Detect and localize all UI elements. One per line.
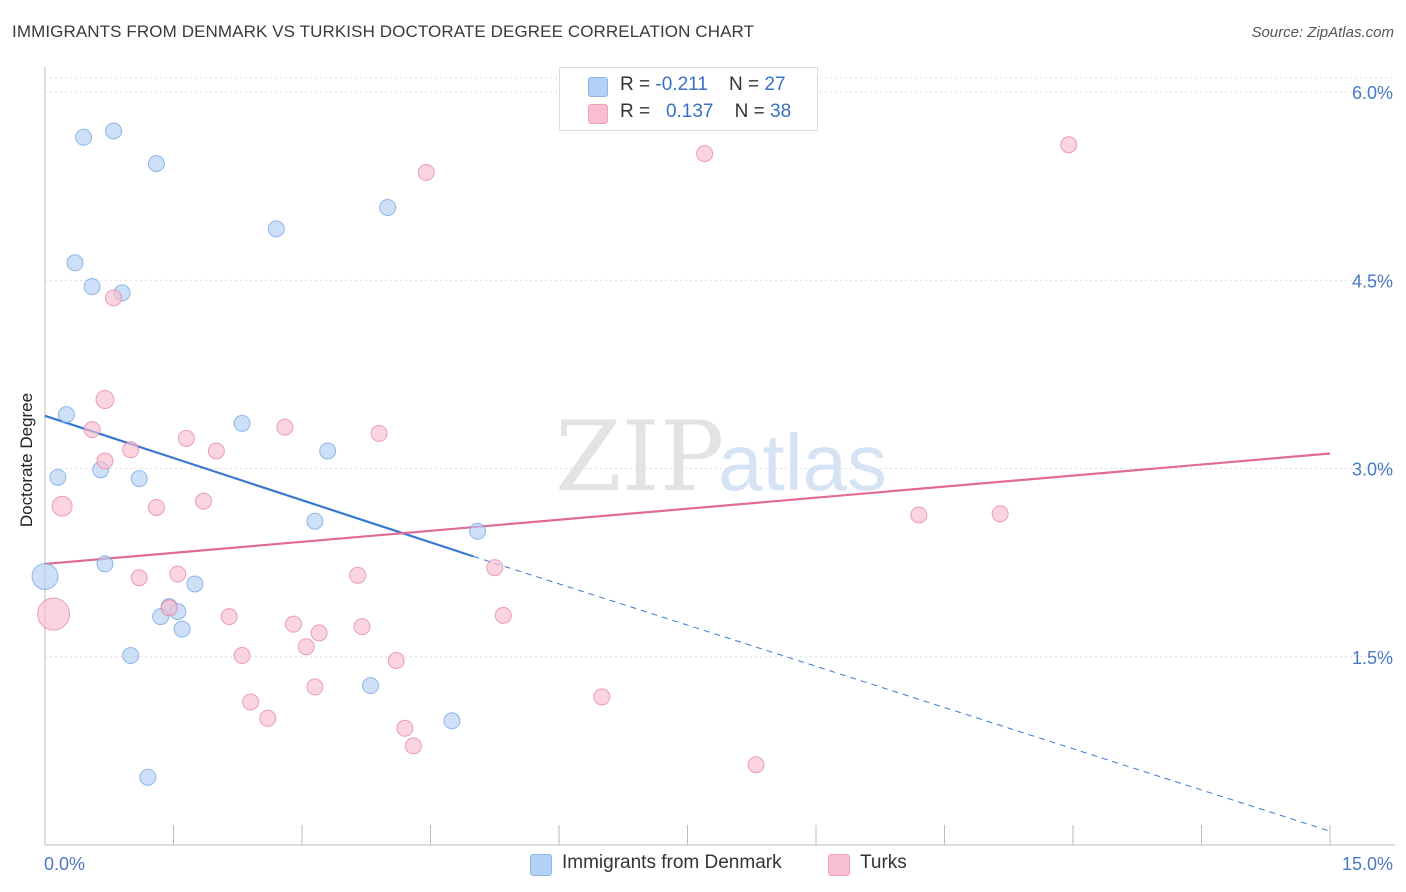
stats-legend: R = -0.211 N = 27 R = 0.137 N = 38 [559, 67, 818, 131]
point-turks [130, 569, 148, 587]
point-turks [220, 608, 238, 626]
bottom-legend-swatch-denmark [530, 854, 552, 876]
point-denmark [66, 254, 84, 272]
point-turks [297, 638, 315, 656]
point-turks [991, 505, 1009, 523]
point-turks [387, 652, 405, 670]
point-turks [396, 719, 414, 737]
point-turks [349, 566, 367, 584]
watermark: ZIP atlas [555, 401, 887, 513]
point-denmark [96, 555, 114, 573]
point-turks [276, 418, 294, 436]
trend-line-denmark-extension [473, 555, 1331, 832]
bottom-legend-label-turks: Turks [860, 852, 907, 873]
point-turks [310, 624, 328, 642]
y-tick-label: 4.5% [1352, 271, 1393, 291]
tick-labels: 1.5% 3.0% 4.5% 6.0% 0.0% 15.0% [44, 83, 1393, 874]
axes [44, 67, 1395, 846]
point-denmark [173, 620, 191, 638]
point-denmark [139, 768, 157, 786]
legend-n-label: N = [734, 101, 765, 122]
legend-swatch-denmark [588, 77, 608, 97]
point-turks [486, 559, 504, 577]
trend-line-denmark [44, 414, 474, 558]
point-turks [306, 678, 324, 696]
point-denmark [233, 414, 251, 432]
bottom-legend-label-denmark: Immigrants from Denmark [562, 852, 782, 873]
point-turks [417, 163, 435, 181]
point-turks [747, 756, 765, 774]
point-turks [147, 498, 165, 516]
point-turks [207, 442, 225, 460]
point-turks [160, 599, 178, 617]
point-turks [96, 452, 114, 470]
point-denmark [105, 122, 123, 140]
legend-n-value: 38 [770, 101, 792, 122]
point-turks [242, 693, 260, 711]
point-turks [177, 429, 195, 447]
point-denmark [49, 468, 67, 486]
point-turks [696, 145, 714, 163]
watermark-atlas: atlas [718, 418, 887, 507]
point-denmark [147, 155, 165, 173]
point-denmark [83, 278, 101, 296]
point-turks [404, 737, 422, 755]
point-turks [910, 506, 928, 524]
trend-line-turks [44, 452, 1331, 566]
point-denmark [122, 647, 140, 665]
point-denmark [362, 677, 380, 695]
legend-r-value: -0.211 [655, 74, 708, 95]
point-denmark [31, 562, 59, 590]
x-tick-label: 0.0% [44, 854, 85, 874]
point-turks [194, 492, 212, 510]
legend-r-label: R = [620, 101, 651, 122]
point-turks [95, 390, 115, 410]
point-turks [370, 424, 388, 442]
point-denmark [267, 220, 285, 238]
data-points [31, 122, 1078, 786]
point-denmark [469, 522, 487, 540]
point-turks [494, 606, 512, 624]
point-turks [259, 709, 277, 727]
y-tick-label: 1.5% [1352, 648, 1393, 668]
legend-n-label: N = [728, 74, 760, 95]
y-tick-label: 6.0% [1352, 83, 1393, 103]
watermark-zip: ZIP [555, 401, 724, 513]
bottom-legend-swatch-turks [828, 854, 850, 876]
trend-lines [44, 414, 1331, 832]
point-turks [169, 565, 187, 583]
point-turks [593, 688, 611, 706]
point-turks [233, 647, 251, 665]
point-turks [122, 441, 140, 459]
point-denmark [306, 512, 324, 530]
legend-r-label: R = [620, 74, 651, 95]
point-turks [1060, 136, 1078, 154]
point-denmark [130, 470, 148, 488]
grid-lines [45, 77, 1395, 658]
point-denmark [186, 575, 204, 593]
point-denmark [319, 442, 337, 460]
legend-r-value: 0.137 [665, 101, 714, 122]
point-denmark [75, 128, 93, 146]
point-turks [51, 495, 73, 517]
point-turks [353, 618, 371, 636]
legend-swatch-turks [588, 104, 608, 124]
point-turks [284, 615, 302, 633]
point-denmark [443, 712, 461, 730]
point-denmark [57, 406, 75, 424]
y-tick-label: 3.0% [1352, 460, 1393, 480]
legend-n-value: 27 [764, 74, 786, 95]
point-turks [105, 289, 123, 307]
point-turks [37, 597, 71, 631]
point-denmark [379, 199, 397, 217]
source-label: Source: ZipAtlas.com [1251, 24, 1394, 41]
point-turks [83, 421, 101, 439]
x-tick-label: 15.0% [1342, 854, 1393, 874]
chart-title: IMMIGRANTS FROM DENMARK VS TURKISH DOCTO… [12, 22, 755, 41]
